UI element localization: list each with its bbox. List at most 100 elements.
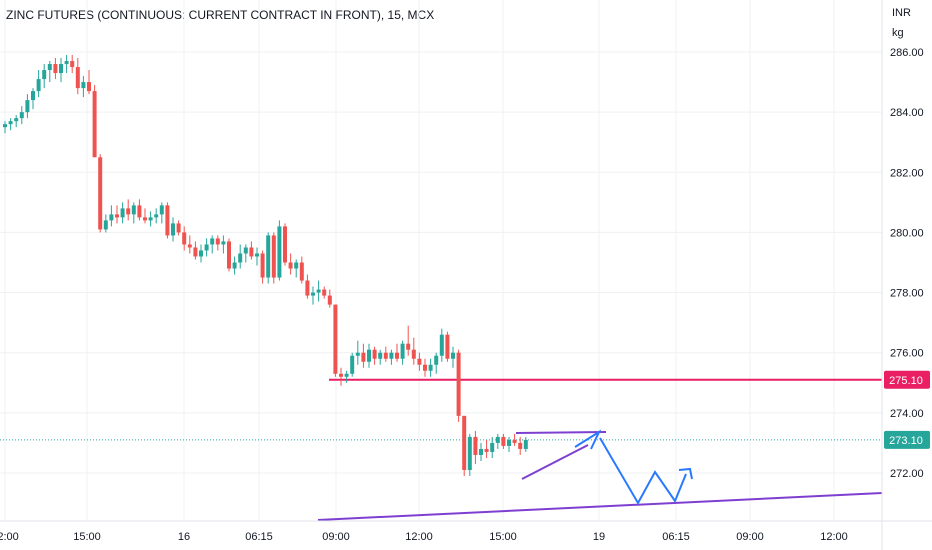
candle-up [154, 214, 159, 218]
candle-up [31, 91, 35, 101]
candle-down [283, 226, 287, 263]
candle-up [451, 352, 455, 359]
candle-up [479, 448, 483, 455]
time-tick-label: 15:00 [73, 531, 101, 543]
candle-down [271, 235, 276, 278]
candle-up [344, 373, 349, 377]
candle-up [171, 223, 175, 236]
candle-up [507, 439, 511, 446]
chart-title: ZINC FUTURES (CONTINUOUS: CURRENT CONTRA… [6, 8, 435, 22]
candle-up [103, 220, 108, 230]
candle-down [406, 343, 411, 350]
last-price-badge-bg [884, 430, 930, 449]
price-tick-label: 284.00 [890, 107, 924, 119]
candle-down [126, 208, 131, 215]
candle-down [473, 436, 478, 455]
candle-down [327, 295, 332, 305]
candle-down [484, 448, 489, 452]
candle-up [316, 289, 321, 293]
candle-down [260, 253, 265, 278]
candle-up [131, 205, 136, 215]
candle-down [115, 214, 119, 218]
candle-up [238, 253, 243, 263]
candle-down [143, 217, 147, 221]
candle-up [232, 262, 237, 269]
candle-up [19, 112, 24, 119]
candle-up [266, 235, 271, 278]
candle-down [98, 157, 103, 230]
candle-up [294, 262, 299, 269]
candle-up [204, 244, 209, 251]
candle-up [495, 436, 500, 443]
candle-up [210, 238, 215, 245]
candle-down [165, 205, 170, 236]
candle-down [227, 241, 231, 269]
candle-down [456, 352, 461, 416]
candle-down [305, 280, 310, 296]
time-axis[interactable]: 12:00 15:00 16 06:15 09:00 12:00 15:00 19 06:15 0… [0, 520, 932, 543]
candle-up [439, 334, 444, 356]
candle-down [423, 364, 427, 371]
triangle-lower-line [521, 444, 589, 480]
triangle-upper-line [515, 431, 607, 434]
resistance-price-badge-bg [884, 370, 930, 389]
time-tick-label: 06:15 [245, 531, 273, 543]
candle-down [193, 247, 198, 257]
candle-down [501, 436, 506, 446]
price-tick-label: 280.00 [890, 227, 924, 239]
candle-down [288, 262, 293, 269]
grid [0, 0, 882, 521]
candle-down [137, 205, 142, 218]
candle-up [14, 118, 19, 122]
candle-up [277, 226, 282, 278]
candle-down [299, 262, 304, 281]
ascending-trendline [317, 492, 883, 521]
candles [3, 55, 528, 477]
candle-up [199, 250, 203, 257]
candle-up [243, 247, 248, 254]
candle-up [434, 355, 439, 365]
candle-down [322, 289, 327, 296]
candle-up [350, 355, 355, 374]
candle-up [59, 64, 63, 74]
candle-up [25, 100, 30, 113]
candle-up [148, 217, 153, 221]
projection-start [574, 429, 602, 450]
price-tick-label: 274.00 [890, 408, 924, 420]
candle-down [92, 91, 97, 158]
candle-down [512, 439, 517, 443]
candle-down [176, 223, 181, 233]
candle-up [159, 205, 164, 215]
candle-up [109, 214, 114, 221]
unit-label: kg [892, 27, 904, 39]
candle-down [187, 244, 192, 248]
candle-up [221, 241, 226, 245]
candle-down [182, 232, 187, 245]
candle-down [411, 349, 416, 359]
candle-down [53, 64, 58, 74]
price-tick-label: 276.00 [890, 348, 924, 360]
time-tick-label: 16 [178, 531, 190, 543]
candle-down [339, 373, 343, 377]
candle-down [518, 442, 523, 449]
candle-up [81, 82, 86, 89]
price-axis[interactable]: 286.00 284.00 282.00 280.00 278.00 276.00 274.… [881, 0, 924, 550]
candle-up [3, 124, 7, 128]
candle-up [467, 436, 472, 470]
price-tick-label: 286.00 [890, 47, 924, 59]
price-badges: 275.10 273.10 [884, 370, 930, 449]
last-price-badge: 273.10 [889, 435, 923, 447]
candle-up [490, 442, 495, 452]
time-tick-label: 09:00 [736, 531, 764, 543]
candle-up [355, 352, 360, 356]
candle-up [47, 64, 52, 71]
candle-down [333, 304, 338, 374]
candle-up [120, 208, 125, 218]
projection-arrowhead [678, 467, 693, 480]
time-tick-label: 06:15 [662, 531, 690, 543]
candle-down [215, 238, 220, 245]
price-tick-label: 278.00 [890, 288, 924, 300]
time-tick-label: 09:00 [322, 531, 350, 543]
candle-down [395, 352, 399, 359]
